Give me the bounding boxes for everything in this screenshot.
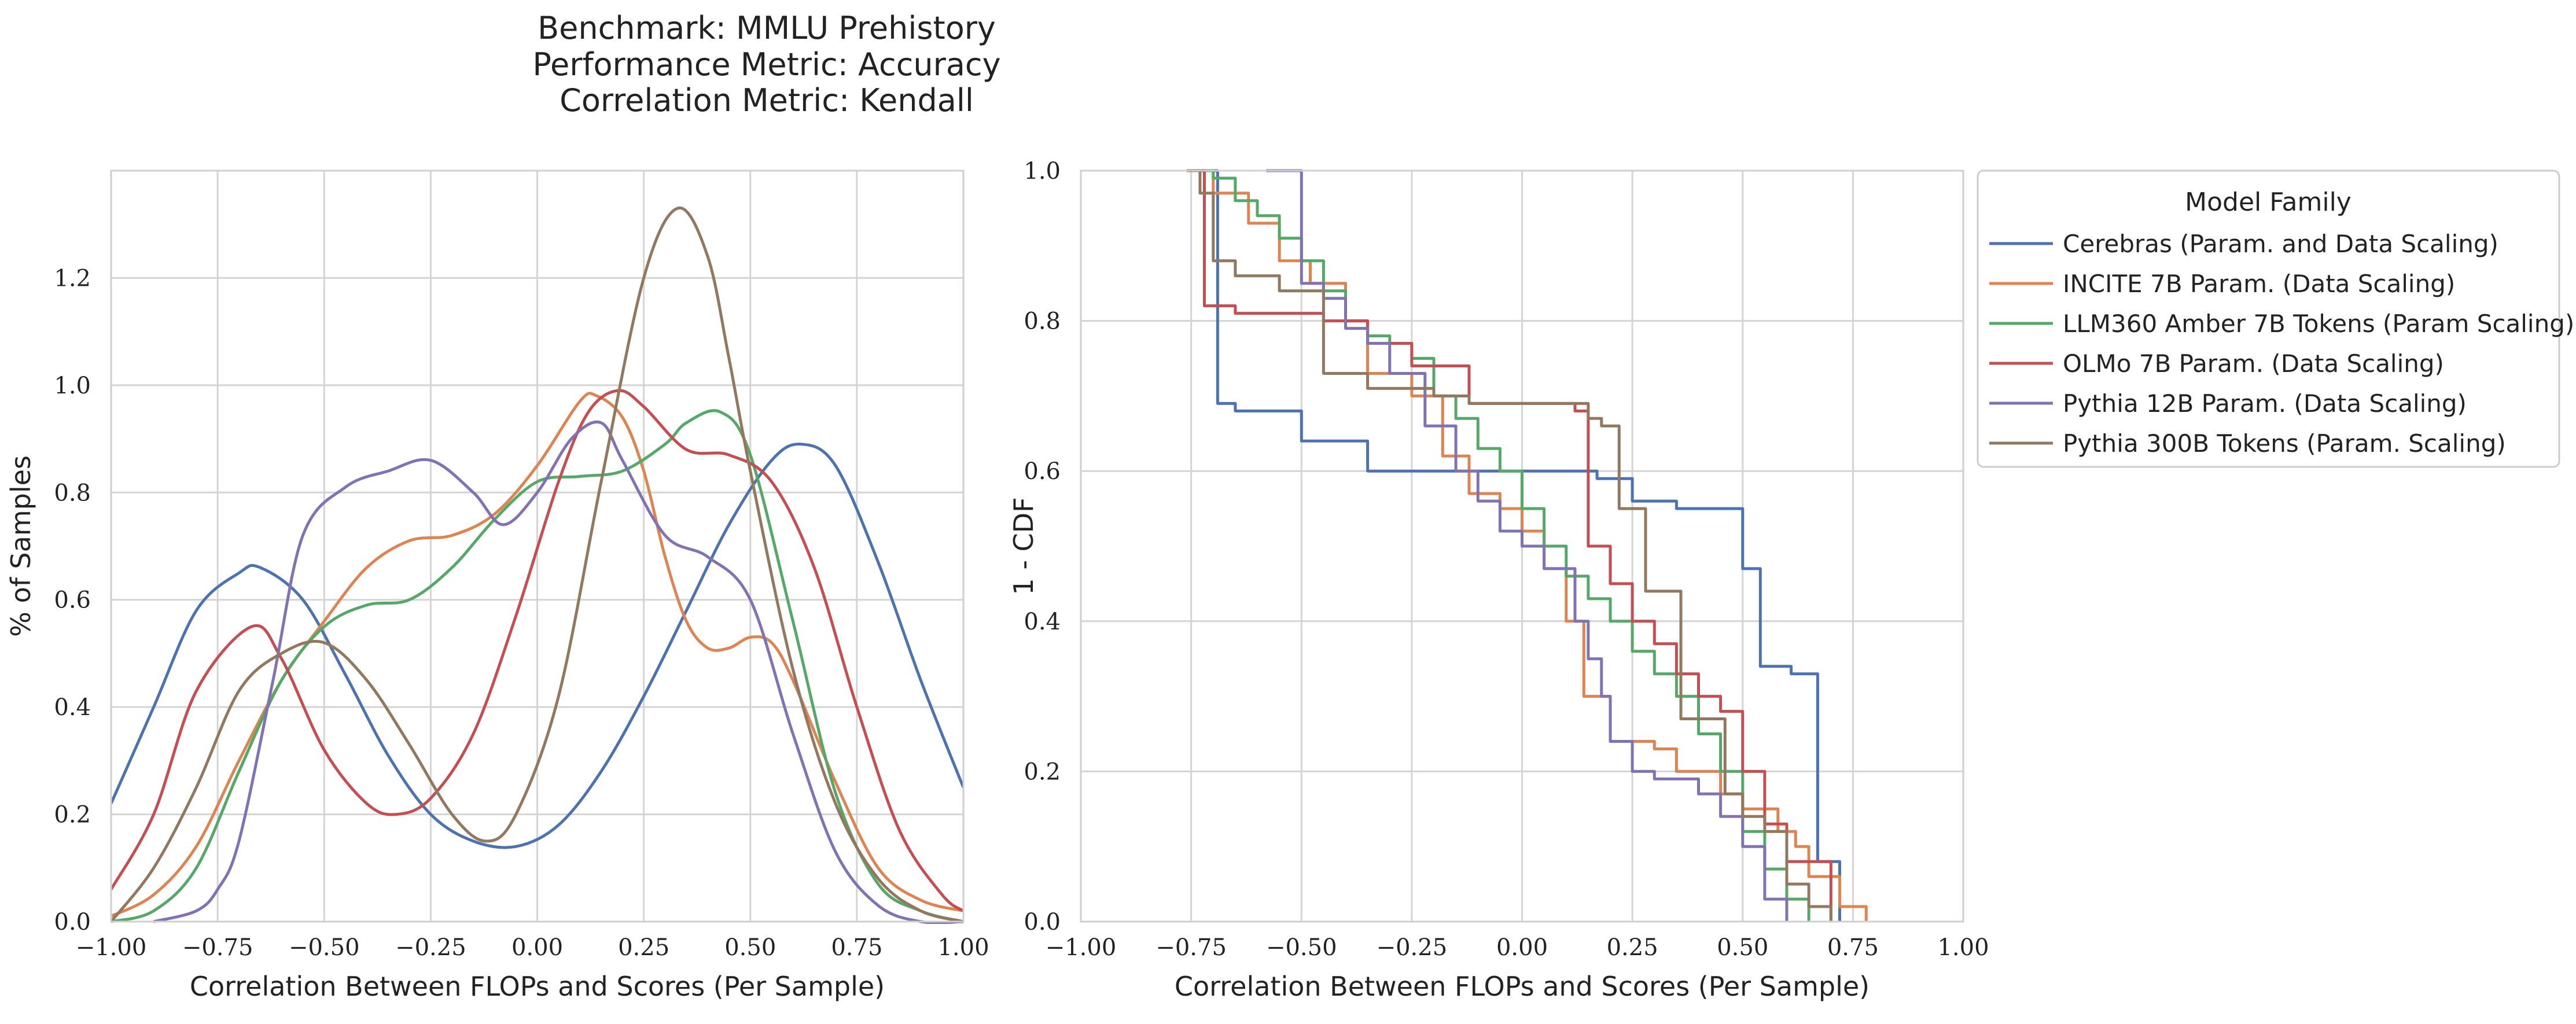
series-line <box>111 443 963 849</box>
series-line <box>111 389 963 912</box>
series-line <box>1187 169 1832 922</box>
x-tick-label: −1.00 <box>76 934 147 961</box>
y-tick-label: 0.6 <box>54 587 91 614</box>
y-tick-label: 1.0 <box>1024 158 1061 185</box>
series-line <box>111 206 963 923</box>
survival-panel: −1.00 −0.75 −0.50 −0.25 0.00 0.25 0.50 0.75 1.00… <box>1008 158 1989 1002</box>
y-tick-label: 0.8 <box>54 480 91 506</box>
x-tick-label: 0.50 <box>724 934 776 961</box>
x-tick-label: 1.00 <box>937 934 989 961</box>
x-axis-label: Correlation Between FLOPs and Scores (Pe… <box>1175 971 1870 1002</box>
x-tick-label: −0.50 <box>1266 934 1337 961</box>
x-axis-label: Correlation Between FLOPs and Scores (Pe… <box>190 971 885 1002</box>
series-group <box>1187 169 1868 922</box>
y-axis-label: 1 - CDF <box>1008 497 1039 595</box>
series-line <box>111 409 963 923</box>
legend-title: Model Family <box>2185 187 2351 217</box>
y-tick-label: 0.4 <box>54 694 91 721</box>
series-line <box>1204 169 1841 922</box>
y-tick-label: 1.2 <box>54 265 91 292</box>
x-tick-label: −0.25 <box>1377 934 1448 961</box>
y-tick-label: 0.6 <box>1024 458 1061 485</box>
legend: Model Family Cerebras (Param. and Data S… <box>1977 170 2574 468</box>
x-tick-label: 0.00 <box>1496 934 1548 961</box>
x-tick-label: −0.25 <box>395 934 466 961</box>
x-tick-label: 0.25 <box>1607 934 1658 961</box>
figure-title: Benchmark: MMLU Prehistory Performance M… <box>532 10 1000 119</box>
title-line-2: Performance Metric: Accuracy <box>532 46 1000 83</box>
legend-label: LLM360 Amber 7B Tokens (Param Scaling) <box>2063 310 2574 338</box>
legend-entry: Cerebras (Param. and Data Scaling) <box>1989 230 2498 258</box>
x-tick-label: 0.00 <box>511 934 563 961</box>
series-line <box>153 420 963 924</box>
y-tick-label: 0.2 <box>1024 758 1061 785</box>
legend-entry: INCITE 7B Param. (Data Scaling) <box>1989 270 2455 298</box>
x-tick-label: 1.00 <box>1937 934 1989 961</box>
legend-frame <box>1977 170 2560 468</box>
plot-frame <box>110 170 965 923</box>
legend-label: Pythia 12B Param. (Data Scaling) <box>2063 389 2467 418</box>
legend-entry: LLM360 Amber 7B Tokens (Param Scaling) <box>1989 310 2574 338</box>
y-tick-label: 0.8 <box>1024 308 1061 335</box>
x-tick-label: −1.00 <box>1046 934 1117 961</box>
y-axis-label: % of Samples <box>5 455 36 637</box>
legend-label: INCITE 7B Param. (Data Scaling) <box>2063 270 2455 298</box>
legend-entry: Pythia 12B Param. (Data Scaling) <box>1989 389 2467 418</box>
legend-label: Cerebras (Param. and Data Scaling) <box>2063 230 2498 258</box>
kde-panel: −1.00 −0.75 −0.50 −0.25 0.00 0.25 0.50 0.75 1.00… <box>5 170 989 1002</box>
legend-entry: OLMo 7B Param. (Data Scaling) <box>1989 349 2444 378</box>
x-tick-label: −0.75 <box>1155 934 1227 961</box>
title-line-3: Correlation Metric: Kendall <box>560 82 974 119</box>
legend-entry: Pythia 300B Tokens (Param. Scaling) <box>1989 429 2506 458</box>
y-tick-label: 1.0 <box>54 373 91 399</box>
x-tick-label: −0.75 <box>182 934 253 961</box>
x-tick-label: 0.50 <box>1717 934 1768 961</box>
x-tick-label: 0.75 <box>1827 934 1879 961</box>
title-line-1: Benchmark: MMLU Prehistory <box>538 10 996 46</box>
x-tick-label: −0.50 <box>289 934 360 961</box>
legend-label: Pythia 300B Tokens (Param. Scaling) <box>2063 429 2506 458</box>
y-tick-label: 0.0 <box>1024 909 1061 935</box>
x-tick-label: 0.25 <box>618 934 669 961</box>
y-tick-label: 0.2 <box>54 802 91 828</box>
series-group <box>111 206 963 924</box>
plot-frame <box>1080 170 1964 923</box>
y-tick-label: 0.4 <box>1024 609 1061 635</box>
x-tick-label: 0.75 <box>831 934 882 961</box>
legend-label: OLMo 7B Param. (Data Scaling) <box>2063 349 2444 378</box>
series-line <box>1266 169 1789 922</box>
y-tick-label: 0.0 <box>54 909 91 935</box>
